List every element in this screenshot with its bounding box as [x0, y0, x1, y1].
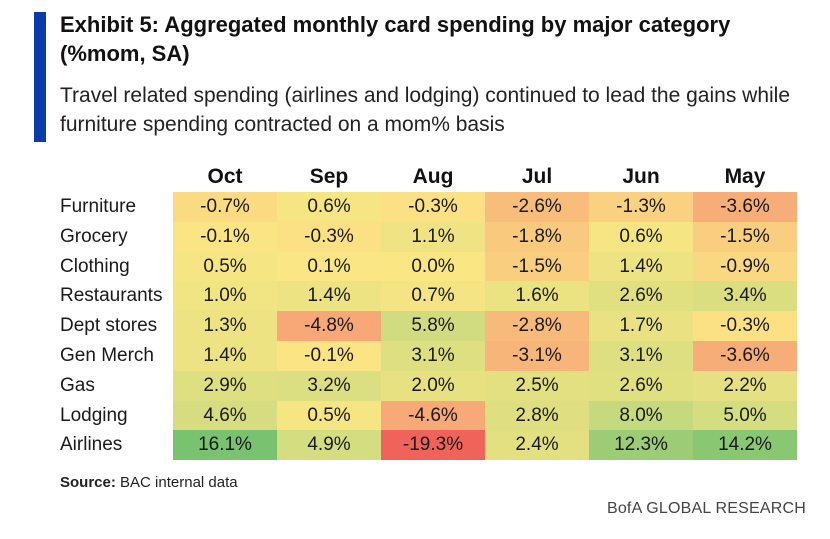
heatmap-cell: 3.2%: [277, 370, 381, 401]
heatmap-cell: 4.6%: [173, 400, 277, 431]
column-header-oct: Oct: [207, 165, 243, 188]
heatmap-cell: -1.3%: [589, 192, 693, 222]
chart-subtitle: Travel related spending (airlines and lo…: [60, 84, 791, 136]
heatmap-cell: 3.1%: [589, 341, 693, 371]
source-note: Source: BAC internal data: [60, 474, 238, 491]
heatmap-cell: 2.2%: [693, 370, 797, 401]
heatmap-cell: -1.8%: [485, 221, 589, 252]
heatmap-cell: -0.1%: [277, 341, 381, 371]
heatmap-cell: -3.1%: [485, 341, 589, 371]
heatmap-cell: 16.1%: [173, 430, 277, 461]
heatmap-cell: -0.7%: [173, 192, 277, 222]
heatmap-cell: 1.4%: [589, 251, 693, 282]
source-label: Source:: [60, 474, 116, 491]
heatmap-cell: 5.0%: [693, 400, 797, 431]
row-label-gas: Gas: [60, 374, 95, 396]
heatmap-cell: 1.6%: [485, 281, 589, 312]
heatmap-cell: 1.7%: [589, 311, 693, 342]
heatmap-cell: 3.4%: [693, 281, 797, 312]
column-header-aug: Aug: [412, 165, 454, 188]
column-header-may: May: [724, 165, 766, 188]
heatmap-cell: -0.9%: [693, 251, 797, 282]
row-label-airlines: Airlines: [60, 434, 123, 456]
heatmap-cell: -3.6%: [693, 192, 797, 222]
heatmap-cell: -3.6%: [693, 341, 797, 371]
heatmap-cell: 14.2%: [693, 430, 797, 461]
heatmap-cell: -0.3%: [693, 311, 797, 342]
row-label-lodging: Lodging: [60, 404, 128, 426]
heatmap-cell: -4.8%: [277, 311, 381, 342]
heatmap-cell: 2.6%: [589, 370, 693, 401]
heatmap-cell: 4.9%: [277, 430, 381, 461]
row-label-furniture: Furniture: [60, 196, 137, 217]
heatmap-cell: 0.5%: [173, 251, 277, 282]
heatmap-cell: 1.0%: [173, 281, 277, 312]
heatmap-cell: -0.3%: [277, 221, 381, 252]
heatmap-cell: 2.9%: [173, 370, 277, 401]
heatmap-cell: 1.4%: [277, 281, 381, 312]
heatmap-cell: 3.1%: [381, 341, 485, 371]
row-label-gen-merch: Gen Merch: [60, 345, 154, 366]
brand-label: BofA GLOBAL RESEARCH: [606, 500, 806, 517]
heatmap-cell: -4.6%: [381, 400, 485, 431]
heatmap-cell: 2.0%: [381, 370, 485, 401]
heatmap-cell: 12.3%: [589, 430, 693, 461]
heatmap-cell: 5.8%: [381, 311, 485, 342]
heatmap-cell: 0.5%: [277, 400, 381, 431]
heatmap-cell: 2.5%: [485, 370, 589, 401]
heatmap-cell: 2.4%: [485, 430, 589, 461]
column-header-jun: Jun: [622, 165, 660, 188]
heatmap-cell: 1.4%: [173, 341, 277, 371]
heatmap-cell: -1.5%: [485, 251, 589, 282]
heatmap-cell: 0.6%: [277, 192, 381, 222]
row-label-clothing: Clothing: [60, 255, 130, 277]
heatmap-cell: 2.8%: [485, 400, 589, 431]
heatmap-cell: 2.6%: [589, 281, 693, 312]
heatmap-cell: -0.3%: [381, 192, 485, 222]
heatmap-cell: 1.3%: [173, 311, 277, 342]
heatmap-cell: -0.1%: [173, 221, 277, 252]
heatmap-cell: 0.1%: [277, 251, 381, 282]
heatmap-cell: -2.6%: [485, 192, 589, 222]
heatmap-cell: 0.7%: [381, 281, 485, 312]
row-label-dept-stores: Dept stores: [60, 315, 158, 337]
row-label-restaurants: Restaurants: [60, 285, 163, 307]
heatmap-cell: -19.3%: [381, 430, 485, 461]
row-label-grocery: Grocery: [60, 225, 128, 247]
heatmap-cell: 0.6%: [589, 221, 693, 252]
heatmap-cell: 8.0%: [589, 400, 693, 431]
heatmap-cell: 0.0%: [381, 251, 485, 282]
chart-title: Exhibit 5: Aggregated monthly card spend…: [60, 12, 731, 66]
column-header-jul: Jul: [521, 165, 553, 188]
column-header-sep: Sep: [309, 165, 349, 188]
heatmap-cell: -1.5%: [693, 221, 797, 252]
heatmap-cell: 1.1%: [381, 221, 485, 252]
source-text: BAC internal data: [120, 474, 238, 491]
heatmap-cell: -2.8%: [485, 311, 589, 342]
accent-bar: [34, 12, 46, 142]
